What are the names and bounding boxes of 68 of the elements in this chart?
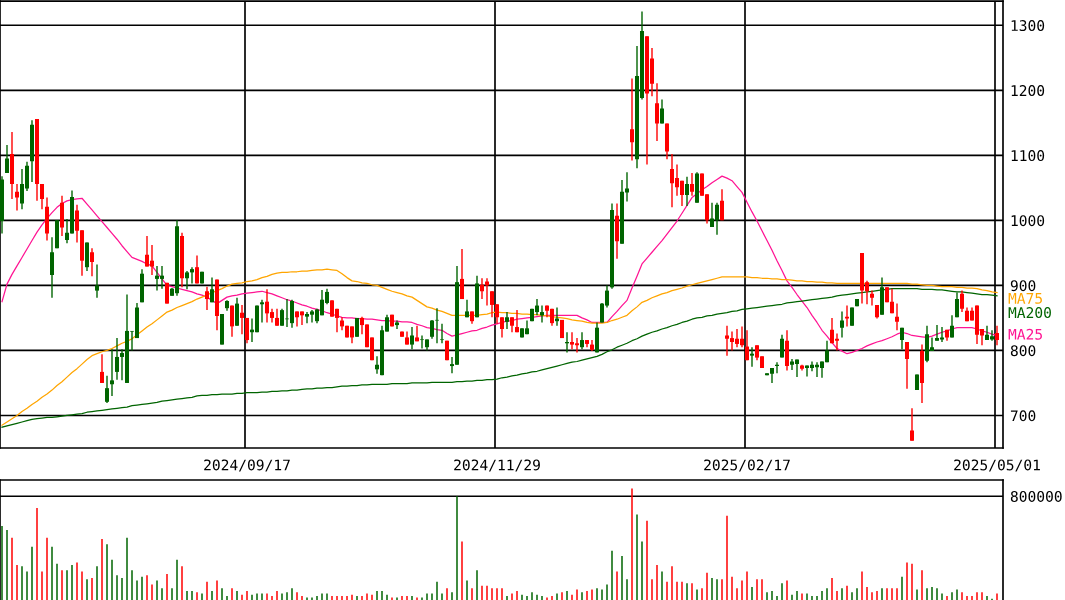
candlestick bbox=[260, 299, 264, 324]
candlestick bbox=[905, 341, 909, 390]
candlestick bbox=[100, 353, 104, 384]
candlestick bbox=[95, 263, 99, 299]
x-tick-label: 2024/11/29 bbox=[454, 459, 540, 472]
candlestick bbox=[5, 144, 9, 174]
candlestick bbox=[115, 337, 119, 381]
candlestick bbox=[745, 329, 749, 361]
candlestick bbox=[235, 297, 239, 327]
candlestick bbox=[195, 254, 199, 285]
candlestick bbox=[430, 319, 434, 340]
candlestick bbox=[690, 172, 694, 197]
candlestick bbox=[210, 276, 214, 304]
candlestick bbox=[465, 299, 469, 318]
candlestick bbox=[435, 307, 439, 344]
line-series bbox=[1, 175, 998, 355]
y-tick-label: 1200 bbox=[1011, 85, 1045, 97]
y-tick-label: 1000 bbox=[1011, 215, 1045, 227]
candlestick bbox=[890, 287, 894, 315]
candlestick bbox=[780, 334, 784, 359]
candlestick bbox=[90, 247, 94, 277]
candlestick bbox=[105, 375, 109, 404]
candlestick bbox=[230, 304, 234, 338]
candlestick bbox=[480, 277, 484, 300]
candlestick bbox=[660, 98, 664, 125]
candlestick bbox=[870, 289, 874, 307]
candlestick bbox=[460, 248, 464, 300]
candlestick bbox=[65, 218, 69, 244]
candlestick bbox=[750, 346, 754, 368]
x-tick-label: 2025/02/17 bbox=[704, 459, 790, 472]
candlestick bbox=[40, 183, 44, 211]
series-label: MA200 bbox=[1008, 307, 1051, 319]
candlestick bbox=[440, 323, 444, 344]
candlestick bbox=[415, 325, 419, 343]
candlestick bbox=[895, 302, 899, 331]
y-tick-label: 800000 bbox=[1010, 490, 1062, 502]
candlestick bbox=[955, 291, 959, 318]
candlestick bbox=[630, 77, 634, 162]
candlestick bbox=[995, 325, 999, 346]
y-tick-label: 800 bbox=[1010, 345, 1036, 357]
series-label: MA75 bbox=[1008, 292, 1042, 304]
candlestick bbox=[960, 289, 964, 313]
candlestick bbox=[15, 183, 19, 212]
candlestick bbox=[240, 304, 244, 335]
candlestick bbox=[505, 311, 509, 330]
series-label: MA25 bbox=[1008, 328, 1042, 340]
candlestick bbox=[290, 299, 294, 329]
candlestick bbox=[185, 270, 189, 291]
candlestick bbox=[410, 326, 414, 350]
candlestick bbox=[540, 304, 544, 324]
y-tick-label: 1100 bbox=[1011, 150, 1045, 162]
candlestick bbox=[685, 176, 689, 207]
candlestick bbox=[655, 82, 659, 142]
candlestick bbox=[910, 407, 914, 442]
candlestick bbox=[110, 348, 114, 397]
x-tick-label: 2025/05/01 bbox=[954, 459, 1040, 472]
candlestick bbox=[50, 236, 54, 299]
candlestick bbox=[840, 310, 844, 339]
candlestick bbox=[205, 286, 209, 311]
candlestick bbox=[720, 188, 724, 222]
x-tick-label: 2024/09/17 bbox=[204, 459, 290, 472]
candlestick bbox=[245, 317, 249, 344]
candlestick bbox=[845, 304, 849, 328]
y-tick-label: 700 bbox=[1010, 410, 1036, 422]
candlestick bbox=[500, 316, 504, 339]
candlestick bbox=[190, 266, 194, 285]
y-tick-label: 1300 bbox=[1011, 20, 1045, 32]
y-tick-label: 900 bbox=[1010, 280, 1036, 292]
